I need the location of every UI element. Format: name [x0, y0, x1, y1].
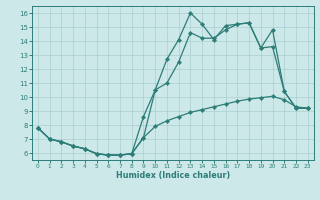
X-axis label: Humidex (Indice chaleur): Humidex (Indice chaleur): [116, 171, 230, 180]
